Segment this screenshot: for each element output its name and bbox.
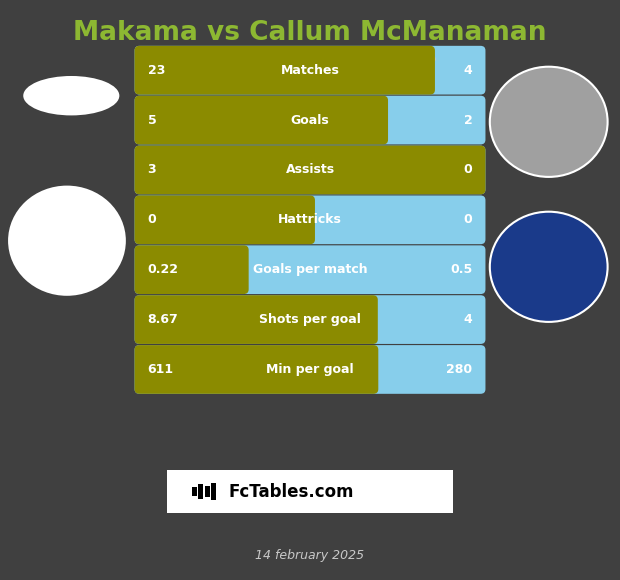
Text: 0: 0 bbox=[464, 164, 472, 176]
Text: Club competitions, Season 2024/2025: Club competitions, Season 2024/2025 bbox=[183, 52, 437, 65]
Bar bbox=[211, 483, 216, 500]
Text: 0.22: 0.22 bbox=[148, 263, 179, 276]
Text: 4: 4 bbox=[464, 64, 472, 77]
Bar bbox=[198, 484, 203, 499]
Text: Assists: Assists bbox=[285, 164, 335, 176]
FancyBboxPatch shape bbox=[167, 470, 453, 513]
Text: Goals per match: Goals per match bbox=[253, 263, 367, 276]
FancyBboxPatch shape bbox=[135, 195, 485, 244]
Text: 14 february 2025: 14 february 2025 bbox=[255, 549, 365, 562]
Text: 23: 23 bbox=[148, 64, 165, 77]
FancyBboxPatch shape bbox=[135, 46, 485, 95]
Text: 8.67: 8.67 bbox=[148, 313, 179, 326]
FancyBboxPatch shape bbox=[135, 195, 315, 244]
Circle shape bbox=[490, 212, 608, 322]
Text: 2: 2 bbox=[464, 114, 472, 126]
FancyBboxPatch shape bbox=[135, 96, 388, 144]
Circle shape bbox=[8, 186, 126, 296]
Text: FcTables.com: FcTables.com bbox=[228, 483, 353, 501]
FancyBboxPatch shape bbox=[135, 245, 485, 294]
FancyBboxPatch shape bbox=[135, 295, 485, 344]
Text: Matches: Matches bbox=[281, 64, 339, 77]
Bar bbox=[192, 487, 197, 496]
Text: Shots per goal: Shots per goal bbox=[259, 313, 361, 326]
Text: Hattricks: Hattricks bbox=[278, 213, 342, 226]
FancyBboxPatch shape bbox=[135, 295, 378, 344]
Text: 280: 280 bbox=[446, 363, 472, 376]
Text: Goals: Goals bbox=[291, 114, 329, 126]
FancyBboxPatch shape bbox=[135, 245, 249, 294]
Text: 5: 5 bbox=[148, 114, 156, 126]
Text: Min per goal: Min per goal bbox=[266, 363, 354, 376]
Text: Makama vs Callum McManaman: Makama vs Callum McManaman bbox=[73, 20, 547, 46]
FancyBboxPatch shape bbox=[135, 146, 485, 194]
Text: 0: 0 bbox=[148, 213, 156, 226]
Text: 0: 0 bbox=[464, 213, 472, 226]
FancyBboxPatch shape bbox=[135, 146, 485, 194]
Ellipse shape bbox=[24, 76, 120, 115]
FancyBboxPatch shape bbox=[135, 46, 435, 95]
Text: 3: 3 bbox=[148, 164, 156, 176]
Circle shape bbox=[490, 67, 608, 177]
Bar bbox=[205, 486, 210, 498]
FancyBboxPatch shape bbox=[135, 96, 485, 144]
Text: 4: 4 bbox=[464, 313, 472, 326]
FancyBboxPatch shape bbox=[135, 345, 378, 394]
FancyBboxPatch shape bbox=[135, 345, 485, 394]
Text: 611: 611 bbox=[148, 363, 174, 376]
Text: 0.5: 0.5 bbox=[450, 263, 472, 276]
